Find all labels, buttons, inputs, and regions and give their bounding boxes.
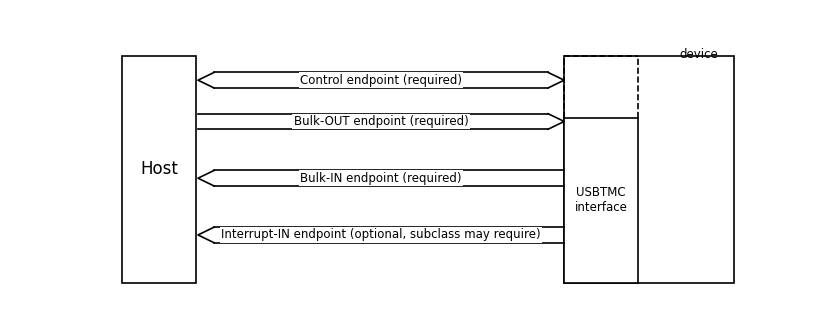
- Text: Control endpoint (required): Control endpoint (required): [300, 74, 462, 87]
- Text: Bulk-OUT endpoint (required): Bulk-OUT endpoint (required): [294, 115, 468, 128]
- Text: Host: Host: [140, 160, 178, 178]
- Text: Bulk-IN endpoint (required): Bulk-IN endpoint (required): [301, 172, 462, 185]
- Bar: [564, 118, 638, 283]
- Text: Interrupt-IN endpoint (optional, subclass may require): Interrupt-IN endpoint (optional, subclas…: [221, 228, 541, 242]
- Bar: [564, 56, 733, 283]
- Text: device: device: [679, 48, 718, 61]
- Bar: [122, 56, 196, 283]
- Text: USBTMC
interface: USBTMC interface: [575, 186, 628, 214]
